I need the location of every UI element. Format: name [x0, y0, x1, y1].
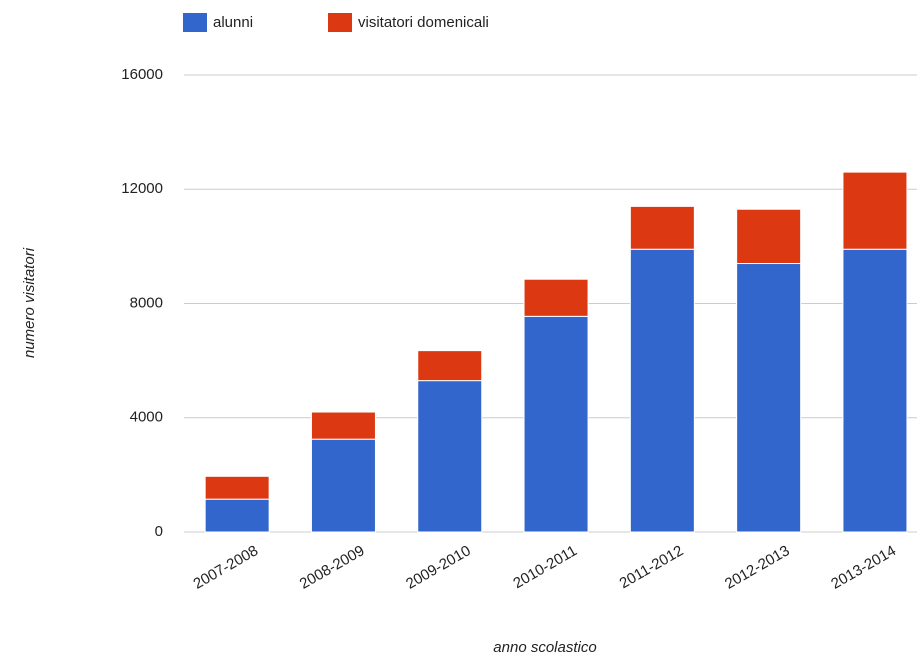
bar-segment — [310, 411, 376, 440]
x-axis-title: anno scolastico — [493, 639, 596, 656]
bar-segment — [417, 350, 483, 382]
bar-segment — [417, 380, 483, 533]
x-tick-label: 2012-2013 — [722, 542, 793, 593]
bar-segment — [523, 315, 589, 533]
legend-label: alunni — [213, 14, 253, 31]
x-tick-label: 2009-2010 — [403, 542, 474, 593]
bar-segment — [523, 278, 589, 317]
y-tick-label: 16000 — [121, 66, 163, 83]
y-tick-label: 0 — [155, 523, 163, 540]
x-tick-label: 2013-2014 — [828, 542, 899, 593]
bar-segment — [842, 171, 908, 250]
legend-swatch — [328, 13, 352, 32]
y-tick-label: 4000 — [130, 409, 163, 426]
x-tick-label: 2011-2012 — [617, 542, 687, 592]
x-tick-label: 2007-2008 — [191, 542, 262, 593]
legend-swatch — [183, 13, 207, 32]
legend-label: visitatori domenicali — [358, 14, 489, 31]
bar-segment — [310, 438, 376, 533]
bar-segment — [629, 248, 695, 533]
bar-segment — [736, 208, 802, 265]
y-axis-title: numero visitatori — [21, 247, 38, 358]
bar-segment — [736, 263, 802, 533]
x-tick-label: 2010-2011 — [510, 542, 580, 592]
x-tick-label: 2008-2009 — [297, 542, 368, 593]
bar-segment — [629, 205, 695, 250]
bar-segment — [204, 498, 270, 533]
y-tick-label: 12000 — [121, 180, 163, 197]
y-tick-label: 8000 — [130, 294, 163, 311]
bar-segment — [204, 475, 270, 500]
bar-segment — [842, 248, 908, 533]
